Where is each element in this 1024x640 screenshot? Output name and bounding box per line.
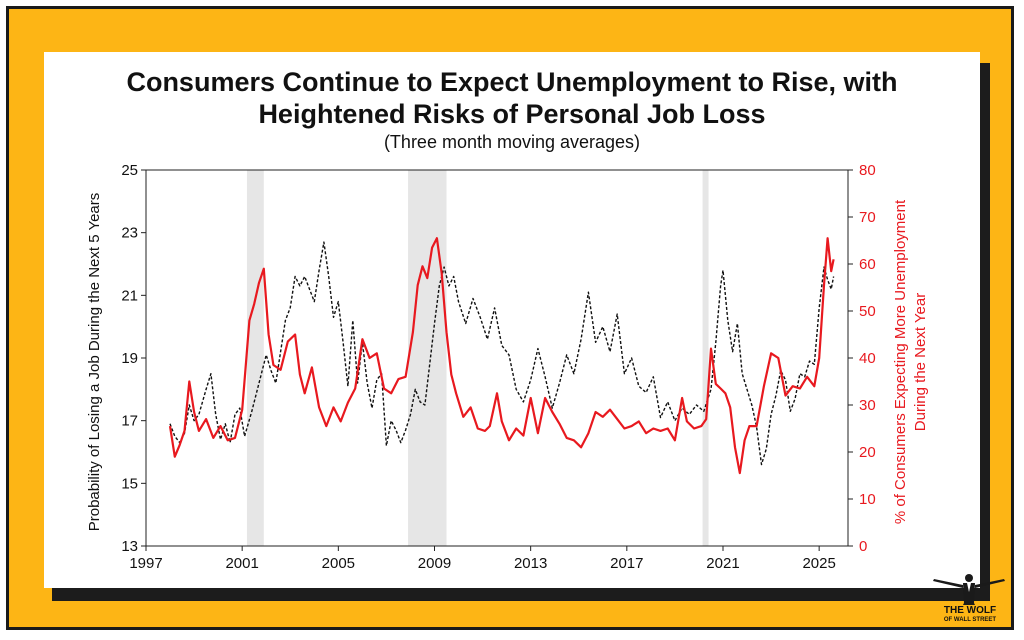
y-right-tick-label: 20 xyxy=(859,444,876,461)
x-tick-label: 1997 xyxy=(129,555,162,572)
y-left-tick-label: 15 xyxy=(121,475,138,492)
chart-card: Consumers Continue to Expect Unemploymen… xyxy=(44,52,980,588)
x-tick-label: 2013 xyxy=(514,555,547,572)
y-right-tick-label: 30 xyxy=(859,397,876,414)
y-right-tick-label: 70 xyxy=(859,209,876,226)
y-left-tick-label: 23 xyxy=(121,225,138,242)
x-tick-label: 2021 xyxy=(706,555,739,572)
x-tick-label: 2005 xyxy=(322,555,355,572)
y-right-tick-label: 10 xyxy=(859,491,876,508)
y-right-tick-label: 0 xyxy=(859,538,867,555)
y-left-tick-label: 25 xyxy=(121,162,138,179)
chart-title-line-2: Heightened Risks of Personal Job Loss xyxy=(258,99,766,129)
y-right-axis-label-line-1: % of Consumers Expecting More Unemployme… xyxy=(892,199,909,524)
y-right-axis-label-line-2: During the Next Year xyxy=(912,293,929,431)
chart-subtitle: (Three month moving averages) xyxy=(383,132,641,152)
y-left-tick-label: 21 xyxy=(121,287,138,304)
y-right-tick-label: 50 xyxy=(859,303,876,320)
y-left-tick-label: 13 xyxy=(121,538,138,555)
y-left-tick-label: 19 xyxy=(121,350,138,367)
logo-text: THE WOLF xyxy=(943,605,997,616)
wolf-logo-icon xyxy=(933,574,1005,605)
unemployment-expectation-series-line xyxy=(168,237,835,475)
x-tick-label: 2017 xyxy=(610,555,643,572)
job-loss-probability-series-line xyxy=(169,241,835,466)
recession-band-2 xyxy=(702,170,709,546)
x-tick-label: 2009 xyxy=(418,555,451,572)
y-right-tick-label: 80 xyxy=(859,162,876,179)
chart-title-line-1: Consumers Continue to Expect Unemploymen… xyxy=(126,67,898,97)
y-left-tick-label: 17 xyxy=(121,413,138,430)
chart-plot: 1997 2001 2005 2009 2013 2017 2021 202513151719… xyxy=(86,162,929,572)
recession-band-0 xyxy=(246,170,264,546)
y-right-tick-label: 60 xyxy=(859,256,876,273)
recession-band-1 xyxy=(408,170,447,546)
x-tick-label: 2001 xyxy=(225,555,258,572)
chart-title: Consumers Continue to Expect Unemploymen… xyxy=(44,66,980,130)
y-left-axis-label: Probability of Losing a Job During the N… xyxy=(86,193,103,532)
x-tick-label: 2025 xyxy=(802,555,835,572)
logo-subtext: OF WALL STREET xyxy=(943,617,997,623)
y-right-tick-label: 40 xyxy=(859,350,876,367)
